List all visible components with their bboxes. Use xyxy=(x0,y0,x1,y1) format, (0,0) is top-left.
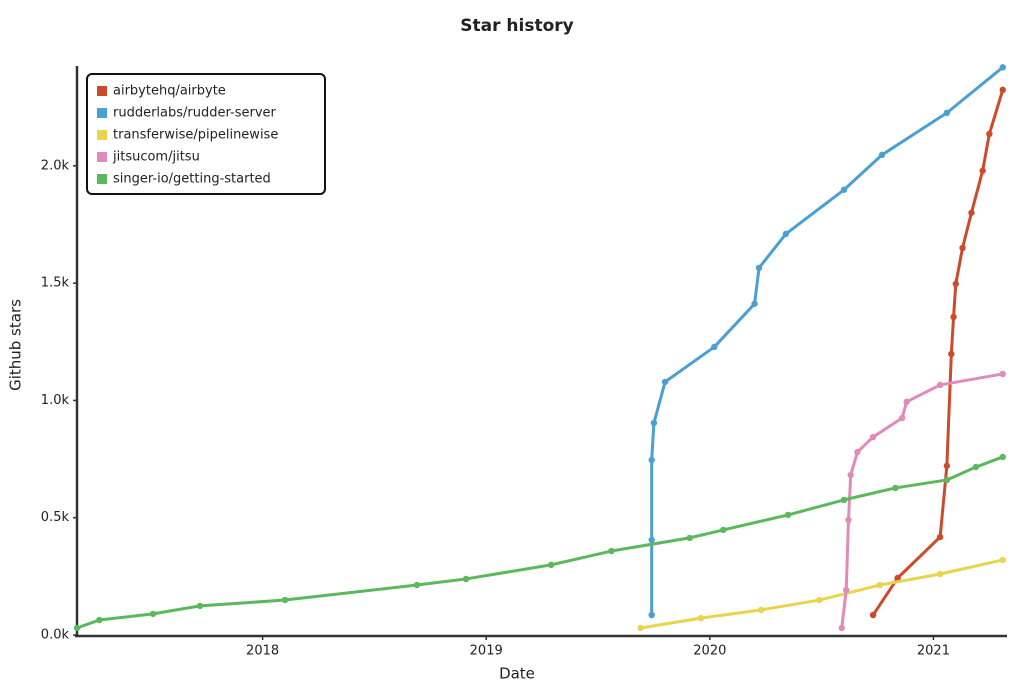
data-point xyxy=(816,596,823,604)
data-point xyxy=(950,313,957,321)
data-point xyxy=(903,398,910,406)
y-tick-label: 1.5k xyxy=(41,276,70,291)
data-point xyxy=(648,536,655,544)
series-line xyxy=(75,455,1005,630)
data-point xyxy=(840,496,848,504)
data-point xyxy=(936,381,944,389)
data-point xyxy=(648,611,655,619)
data-point xyxy=(952,280,960,288)
series-line xyxy=(840,372,1005,630)
data-point xyxy=(637,624,644,632)
y-tick-label: 1.0k xyxy=(41,393,70,408)
data-point xyxy=(840,186,848,193)
data-point xyxy=(843,586,850,594)
data-point xyxy=(758,606,765,614)
legend-swatch xyxy=(97,174,107,184)
legend-swatch xyxy=(97,86,107,96)
data-point xyxy=(73,624,81,632)
series-line xyxy=(871,88,1005,617)
data-point xyxy=(898,414,906,422)
data-point xyxy=(755,264,763,272)
data-point xyxy=(999,556,1006,564)
data-point xyxy=(936,570,944,578)
legend-label: rudderlabs/rudder-server xyxy=(113,106,277,121)
data-point xyxy=(892,484,899,492)
data-point xyxy=(711,343,718,351)
data-point xyxy=(784,511,792,519)
data-point xyxy=(413,581,421,589)
data-point xyxy=(972,463,980,471)
x-tick-label: 2021 xyxy=(917,644,950,659)
x-axis-title: Date xyxy=(499,665,535,683)
x-tick-label: 2018 xyxy=(246,644,279,659)
data-point xyxy=(894,574,901,582)
data-point xyxy=(196,602,204,610)
data-point xyxy=(96,616,103,624)
x-tick-label: 2019 xyxy=(470,644,503,659)
y-axis-title: Github stars xyxy=(7,299,25,391)
x-tick-label: 2020 xyxy=(693,644,726,659)
legend-swatch xyxy=(97,108,107,118)
data-point xyxy=(149,610,157,618)
y-tick-label: 0.5k xyxy=(41,510,70,525)
legend-label: jitsucom/jitsu xyxy=(112,150,200,165)
data-point xyxy=(943,109,951,117)
data-point xyxy=(838,624,845,632)
data-point xyxy=(948,350,955,358)
data-point xyxy=(281,596,289,604)
data-point xyxy=(869,611,877,619)
data-point xyxy=(547,561,555,569)
data-point xyxy=(608,547,615,555)
data-point xyxy=(979,167,986,174)
data-point xyxy=(936,533,944,541)
data-point xyxy=(999,86,1006,94)
data-point xyxy=(943,462,951,470)
data-point xyxy=(869,433,877,441)
data-point xyxy=(999,453,1006,461)
legend-label: transferwise/pipelinewise xyxy=(113,128,278,143)
data-point xyxy=(697,614,705,622)
data-point xyxy=(878,151,886,159)
series-line xyxy=(639,558,1005,630)
legend-swatch xyxy=(97,152,107,162)
data-point xyxy=(999,370,1006,378)
chart-title: Star history xyxy=(460,16,573,36)
data-point xyxy=(876,581,883,589)
data-point xyxy=(686,534,693,542)
y-tick-label: 0.0k xyxy=(41,628,70,643)
data-point xyxy=(986,130,993,138)
data-point xyxy=(661,378,669,386)
data-point xyxy=(720,526,727,534)
data-point xyxy=(854,448,861,456)
data-point xyxy=(847,471,854,479)
legend-label: airbytehq/airbyte xyxy=(113,84,226,99)
y-tick-label: 2.0k xyxy=(41,158,70,173)
data-point xyxy=(999,64,1006,71)
data-point xyxy=(968,209,975,216)
data-point xyxy=(462,575,470,583)
data-point xyxy=(751,300,758,307)
legend-swatch xyxy=(97,130,107,140)
data-point xyxy=(943,476,951,484)
data-point xyxy=(959,244,966,252)
legend-label: singer-io/getting-started xyxy=(113,172,271,187)
data-point xyxy=(650,419,658,427)
data-point xyxy=(782,230,790,238)
legend-box xyxy=(86,73,326,195)
data-point xyxy=(845,516,852,524)
data-point xyxy=(648,456,655,464)
